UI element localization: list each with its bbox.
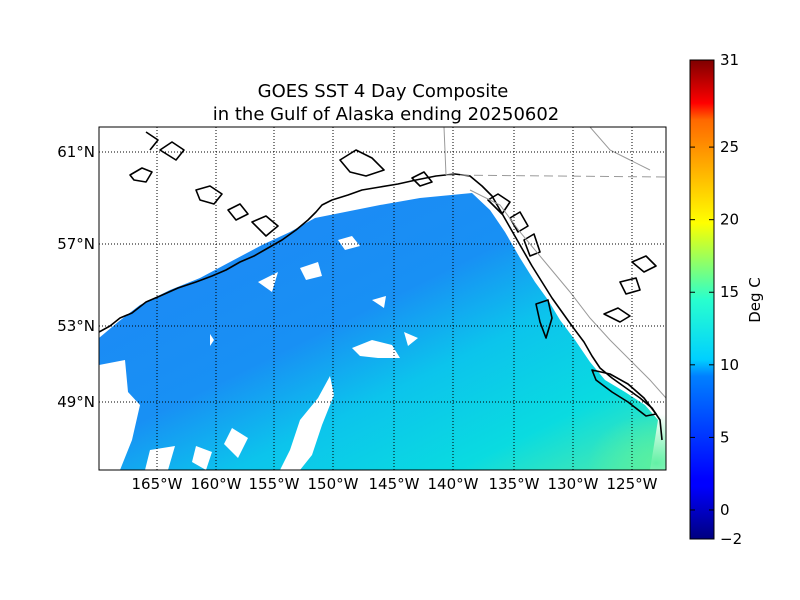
colorbar: −2 0 5 10 15 20 25 31 Deg C [689,51,764,548]
lat-label: 61°N [57,143,95,161]
colorbar-ticks: −2 0 5 10 15 20 25 31 [690,51,742,548]
map-panel [99,127,666,470]
colorbar-tick-label: 20 [720,211,739,229]
colorbar-gradient [689,59,715,540]
sst-warm-region [470,330,666,470]
cloud-gaps [99,236,418,470]
colorbar-tick-label: −2 [720,530,742,548]
map-title-line1: GOES SST 4 Day Composite [258,81,509,102]
colorbar-tick-label: 0 [720,501,730,519]
colorbar-tick-label: 10 [720,356,739,374]
lat-label: 53°N [57,317,95,335]
lon-label: 160°W [191,475,242,493]
lon-label: 125°W [607,475,658,493]
lon-label: 165°W [132,475,183,493]
coastline [99,131,663,441]
map-frame [98,126,667,471]
colorbar-tick-label: 5 [720,428,730,446]
lon-label: 135°W [489,475,540,493]
lon-label: 150°W [308,475,359,493]
lat-label: 57°N [57,235,95,253]
colorbar-label: Deg C [746,277,764,323]
latitude-labels: 61°N 57°N 53°N 49°N [57,143,95,411]
lon-label: 140°W [428,475,479,493]
map-title-line2: in the Gulf of Alaska ending 20250602 [213,104,560,125]
graticule [99,127,666,470]
lon-label: 145°W [369,475,420,493]
colorbar-tick-label: 31 [720,51,739,69]
lat-label: 49°N [57,393,95,411]
longitude-labels: 165°W 160°W 155°W 150°W 145°W 140°W 135°… [132,475,658,493]
lon-label: 155°W [249,475,300,493]
lon-label: 130°W [548,475,599,493]
political-borders [443,127,666,399]
colorbar-tick-label: 25 [720,138,739,156]
colorbar-tick-label: 15 [720,283,739,301]
